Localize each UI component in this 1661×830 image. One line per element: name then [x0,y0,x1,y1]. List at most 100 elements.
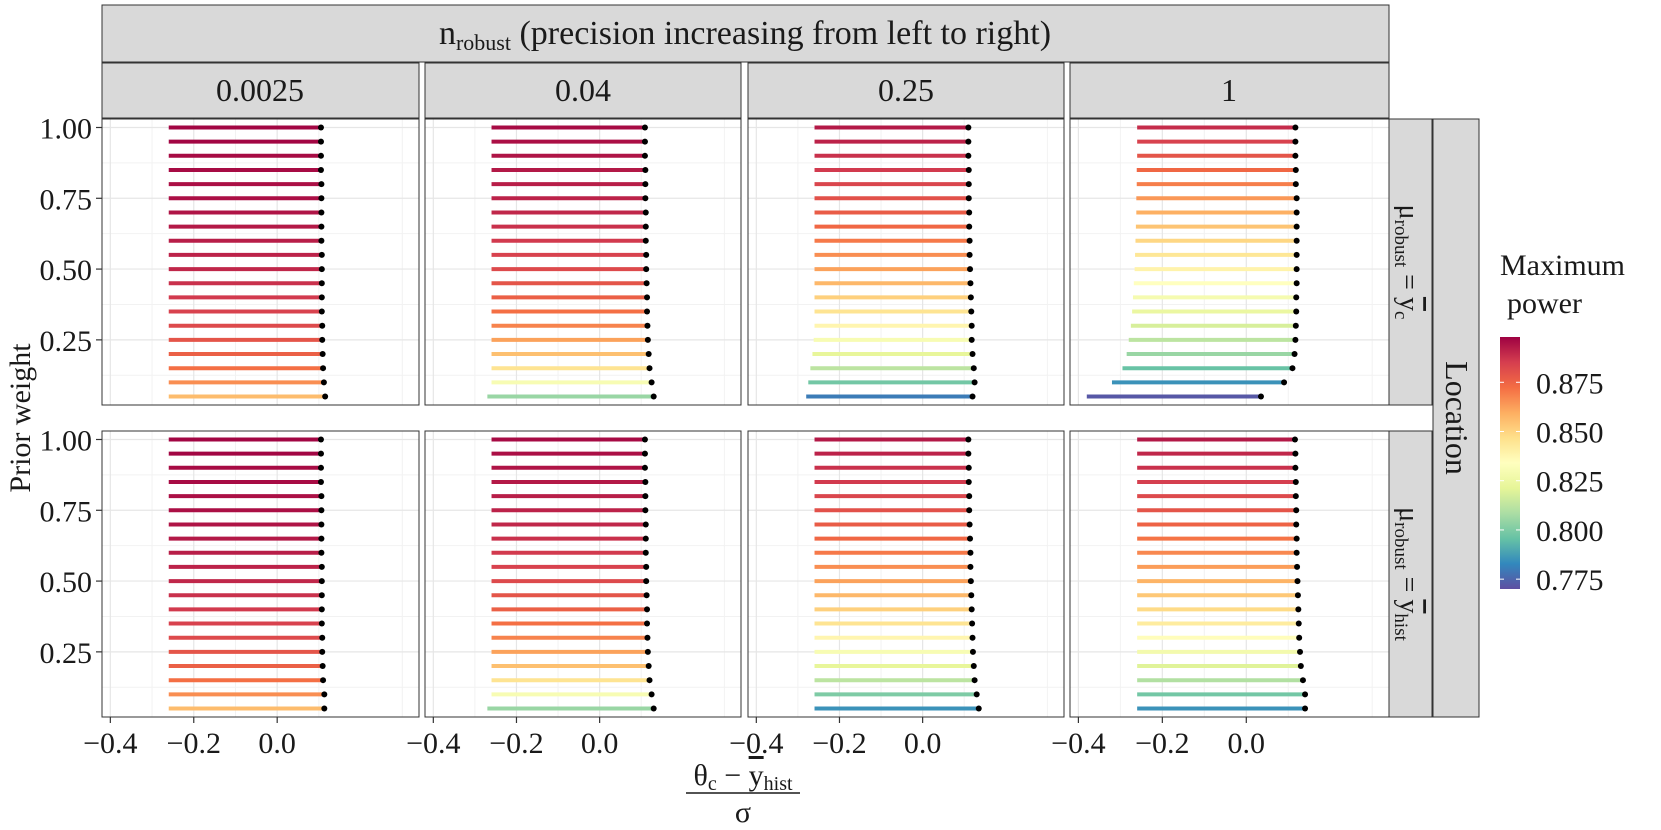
end-point [648,691,655,698]
end-point [318,266,325,273]
panel-background [424,430,742,718]
end-point [645,351,652,358]
end-point [318,563,325,570]
panel [747,118,1065,406]
end-point [973,691,980,698]
legend-tick-label: 0.850 [1536,417,1604,450]
end-point [1292,152,1299,159]
x-tick-label: −0.4 [406,727,460,760]
x-axis-title-numerator: θc − yhist [693,759,793,795]
end-point [1293,237,1300,244]
top-strip [101,4,1390,63]
end-point [966,493,973,500]
row-group-strip [1432,118,1480,718]
end-point [319,351,326,358]
end-point [969,393,976,400]
y-tick-label: 1.00 [40,424,93,457]
end-point [644,634,651,641]
end-point [642,195,649,202]
end-point [317,138,324,145]
end-point [650,705,657,712]
x-axis-title-denominator: σ [735,796,751,829]
end-point [1302,691,1309,698]
end-point [643,563,650,570]
end-point [968,606,975,613]
panel [101,118,420,406]
end-point [644,606,651,613]
legend-tick-label: 0.825 [1536,466,1604,499]
x-tick-label: −0.2 [1135,727,1189,760]
panel-background [1069,430,1390,718]
legend-title-line1: Maximum [1500,249,1625,282]
y-tick-label: 1.00 [40,112,93,145]
end-point [642,549,649,556]
end-point [642,521,649,528]
end-point [320,677,327,684]
end-point [319,322,326,329]
legend-tick-label: 0.775 [1536,564,1604,597]
legend-colorbar [1500,337,1520,589]
end-point [318,507,325,514]
end-point [642,493,649,500]
x-tick-label: −0.4 [1051,727,1105,760]
end-point [1292,124,1299,131]
x-axis: −0.4 −0.2 0.0 −0.4 −0.2 0.0 −0.4 −0.2 0.0 −0.4 −0.… [83,717,1265,760]
end-point [968,336,975,343]
end-point [1293,223,1300,230]
panel-border [1069,430,1390,718]
end-point [966,251,973,258]
end-point [969,620,976,627]
end-point [643,592,650,599]
end-point [1257,393,1264,400]
end-point [319,634,326,641]
end-point [318,294,325,301]
column-label: 0.04 [555,72,611,108]
x-tick-label: −0.4 [729,727,783,760]
x-tick-label: 0.0 [1228,727,1266,760]
end-point [1297,663,1304,670]
panel-border [424,118,742,406]
end-point [321,705,328,712]
end-point [318,620,325,627]
end-point [317,450,324,457]
end-point [650,393,657,400]
end-point [318,592,325,599]
end-point [641,152,648,159]
x-axis-title: θc − yhist σ [686,759,800,829]
end-point [1293,266,1300,273]
end-point [643,266,650,273]
end-point [967,563,974,570]
end-point [1293,549,1300,556]
end-point [642,478,649,485]
end-point [1293,280,1300,287]
end-point [642,209,649,216]
panel-border [424,430,742,718]
panel-background [1069,118,1390,406]
panel [1069,118,1390,406]
end-point [318,280,325,287]
end-point [644,322,651,329]
end-point [643,251,650,258]
end-point [641,436,648,443]
end-point [1289,365,1296,372]
row-strips: μrobust = yc μrobust = yhist Location [1388,118,1480,718]
column-strip [424,62,742,119]
end-point [968,322,975,329]
end-point [642,166,649,173]
end-point [319,336,326,343]
row-strip [1388,118,1433,406]
end-point [318,209,325,216]
y-tick-label: 0.25 [40,637,93,670]
end-point [317,436,324,443]
end-point [1292,478,1299,485]
end-point [967,266,974,273]
column-label: 0.0025 [216,72,304,108]
end-point [319,648,326,655]
end-point [1293,308,1300,315]
column-strip [747,62,1065,119]
end-point [641,138,648,145]
end-point [646,365,653,372]
end-point [1292,181,1299,188]
x-tick-label: −0.2 [812,727,866,760]
